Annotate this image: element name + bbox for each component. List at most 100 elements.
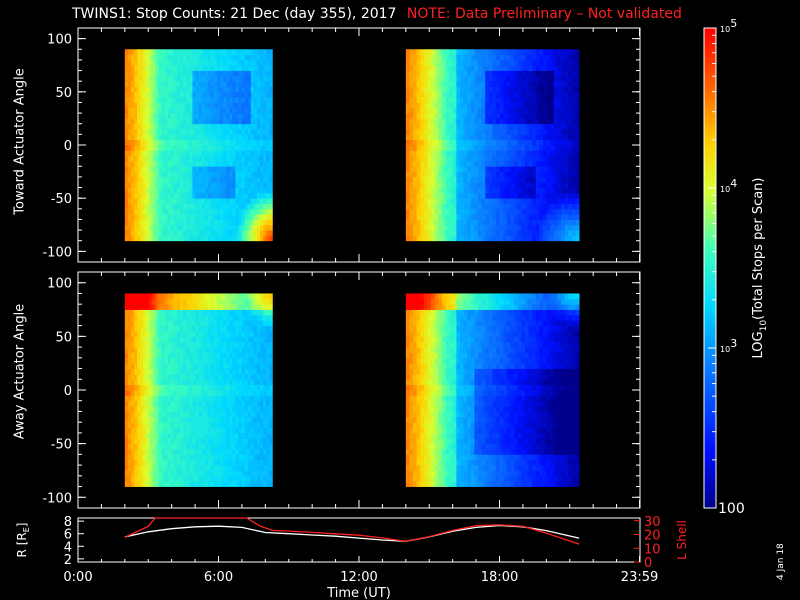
heatmap-cell	[571, 49, 576, 55]
heatmap-cell	[180, 352, 184, 359]
heatmap-cell	[244, 65, 249, 71]
heatmap-cell	[226, 97, 230, 103]
heatmap-cell	[189, 459, 193, 466]
heatmap-cell	[140, 160, 144, 167]
heatmap-cell	[232, 304, 236, 310]
heatmap-cell	[241, 81, 246, 87]
heatmap-cell	[427, 75, 432, 82]
heatmap-cell	[532, 75, 537, 82]
heatmap-cell	[266, 192, 270, 199]
heatmap-cell	[229, 123, 233, 130]
heatmap-cell	[405, 198, 410, 204]
heatmap-cell	[492, 75, 497, 82]
heatmap-cell	[198, 97, 203, 103]
heatmap-cell	[167, 182, 172, 188]
heatmap-cell	[459, 224, 464, 231]
heatmap-cell	[137, 182, 141, 188]
heatmap-cell	[149, 192, 153, 199]
heatmap-cell	[416, 187, 421, 194]
heatmap-cell	[174, 368, 178, 375]
heatmap-cell	[137, 203, 141, 210]
heatmap-cell	[146, 384, 150, 391]
heatmap-cell	[459, 102, 464, 109]
heatmap-cell	[201, 422, 206, 428]
heatmap-cell	[183, 400, 187, 407]
heatmap-cell	[260, 81, 264, 87]
heatmap-cell	[183, 443, 187, 450]
heatmap-cell	[137, 309, 141, 316]
heatmap-cell	[481, 113, 486, 119]
heatmap-cell	[445, 219, 450, 226]
heatmap-cell	[463, 59, 468, 66]
heatmap-cell	[250, 81, 255, 87]
heatmap-cell	[413, 145, 418, 151]
heatmap-cell	[195, 368, 199, 375]
heatmap-cell	[250, 230, 255, 236]
heatmap-cell	[229, 406, 233, 412]
heatmap-cell	[409, 192, 414, 199]
heatmap-cell	[241, 155, 246, 162]
heatmap-cell	[235, 304, 239, 310]
heatmap-cell	[238, 347, 243, 353]
heatmap-cell	[210, 331, 215, 337]
heatmap-cell	[532, 208, 537, 215]
heatmap-cell	[198, 192, 203, 199]
heatmap-cell	[431, 70, 436, 77]
heatmap-cell	[510, 134, 515, 141]
heatmap-cell	[568, 155, 573, 162]
heatmap-cell	[143, 129, 147, 135]
heatmap-cell	[564, 107, 569, 114]
heatmap-cell	[152, 416, 156, 423]
heatmap-cell	[195, 145, 199, 151]
heatmap-cell	[177, 336, 181, 343]
heatmap-cell	[204, 198, 209, 204]
heatmap-cell	[238, 432, 243, 439]
heatmap-cell	[459, 139, 464, 146]
heatmap-cell	[238, 481, 243, 487]
heatmap-cell	[137, 400, 141, 407]
heatmap-cell	[503, 235, 508, 242]
heatmap-cell	[427, 113, 432, 119]
heatmap-cell	[496, 171, 501, 178]
heatmap-cell	[143, 59, 147, 66]
heatmap-cell	[183, 465, 187, 471]
heatmap-cell	[189, 134, 193, 141]
heatmap-cell	[201, 363, 206, 369]
heatmap-cell	[164, 198, 169, 204]
heatmap-cell	[543, 134, 548, 141]
heatmap-cell	[244, 230, 249, 236]
heatmap-cell	[535, 203, 540, 210]
heatmap-cell	[260, 134, 264, 141]
heatmap-cell	[244, 150, 249, 157]
heatmap-cell	[189, 150, 193, 157]
heatmap-cell	[177, 102, 181, 109]
heatmap-cell	[575, 230, 580, 236]
heatmap-cell	[164, 192, 169, 199]
heatmap-cell	[557, 230, 562, 236]
heatmap-cell	[217, 400, 221, 407]
heatmap-cell	[195, 102, 199, 109]
heatmap-cell	[161, 155, 166, 162]
heatmap-cell	[207, 470, 212, 477]
heatmap-cell	[499, 65, 504, 71]
heatmap-cell	[170, 368, 175, 375]
heatmap-cell	[210, 384, 215, 391]
heatmap-cell	[266, 198, 270, 204]
heatmap-cell	[528, 86, 533, 93]
heatmap-cell	[238, 363, 243, 369]
heatmap-cell	[470, 219, 475, 226]
heatmap-cell	[532, 65, 537, 71]
heatmap-cell	[263, 160, 267, 167]
heatmap-cell	[413, 86, 418, 93]
heatmap-cell	[539, 187, 544, 194]
heatmap-cell	[213, 214, 218, 220]
heatmap-cell	[517, 235, 522, 242]
heatmap-cell	[189, 373, 193, 380]
heatmap-cell	[539, 224, 544, 231]
heatmap-cell	[189, 411, 193, 418]
heatmap-cell	[438, 187, 443, 194]
heatmap-cell	[134, 449, 138, 455]
heatmap-cell	[127, 70, 132, 77]
heatmap-cell	[409, 187, 414, 194]
heatmap-cell	[183, 320, 187, 327]
